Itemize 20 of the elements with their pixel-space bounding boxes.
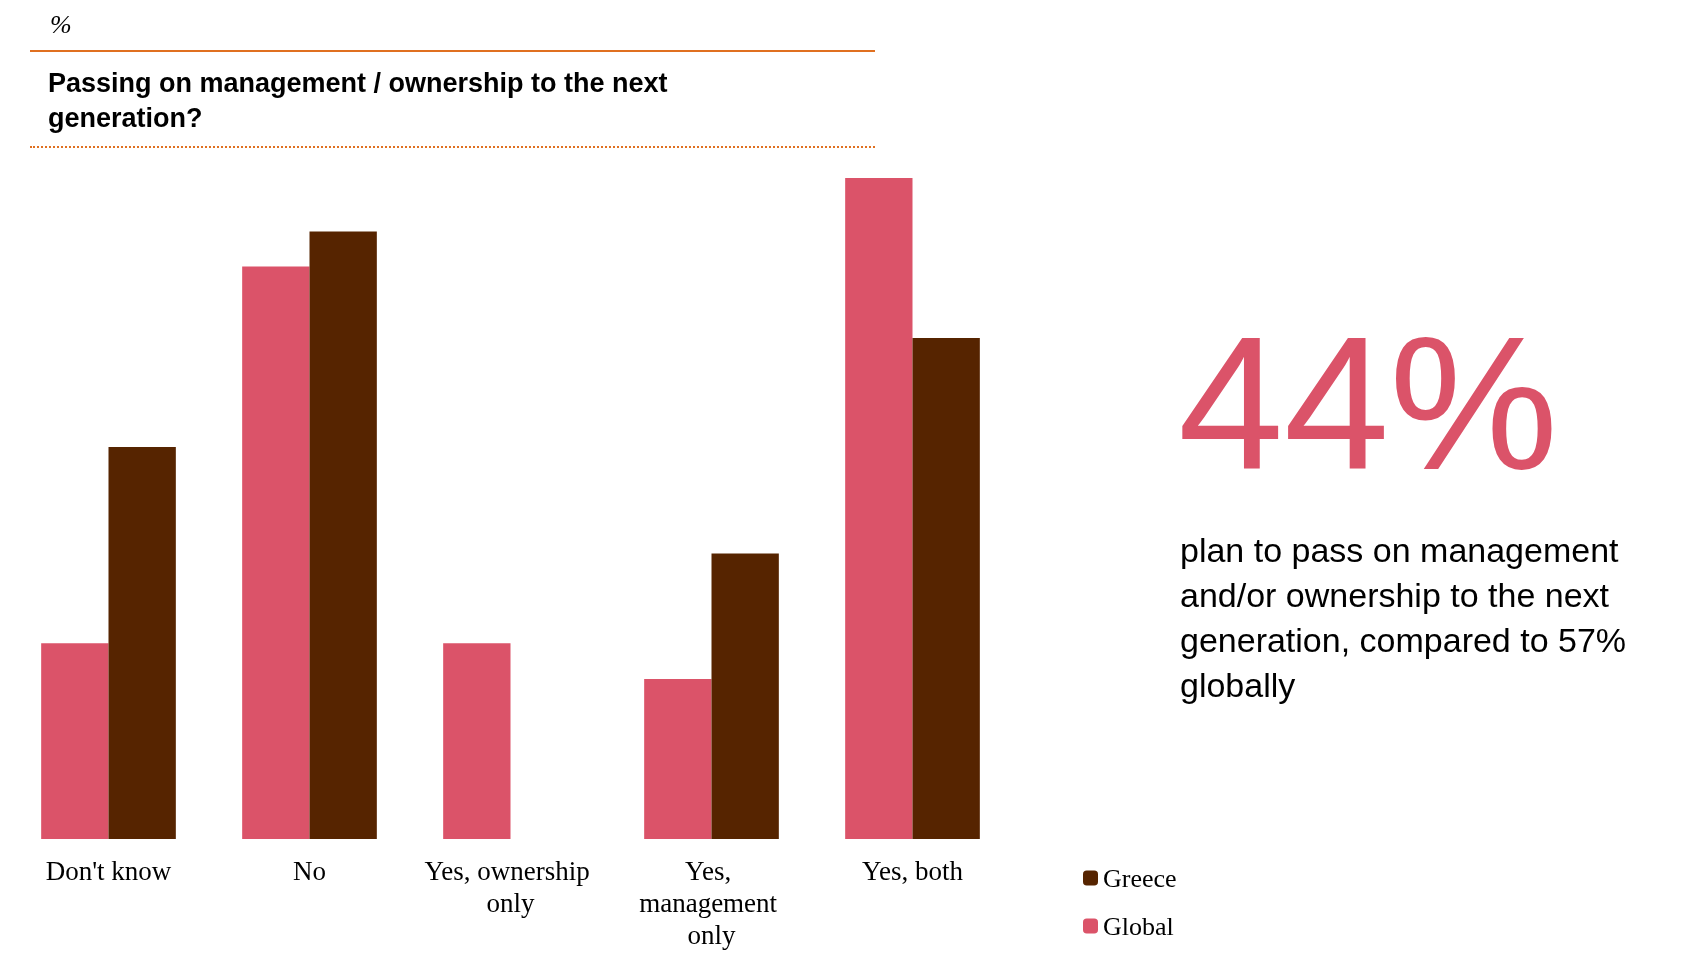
bar — [309, 231, 377, 839]
legend-label: Global — [1103, 911, 1174, 941]
bar — [108, 447, 176, 839]
chart-title: Passing on management / ownership to the next generation? — [48, 67, 669, 135]
bar — [242, 266, 310, 839]
x-tick-label: Don't know — [45, 856, 172, 886]
x-tick-label: No — [293, 856, 326, 886]
text: plan to pass on management and/or ownership to the next generation, compared to 57% globally — [1180, 530, 1628, 706]
bar — [912, 337, 980, 839]
bar — [711, 553, 779, 839]
x-tick-label: Yes, management only — [639, 856, 784, 950]
bar — [644, 679, 712, 839]
bar — [845, 178, 913, 839]
x-tick-label: Yes, both — [862, 856, 964, 886]
legend-label: Greece — [1103, 863, 1177, 893]
bar — [41, 643, 109, 839]
text: 44% — [1178, 297, 1559, 509]
bar — [443, 643, 511, 839]
x-tick-label: Yes, ownership only — [424, 856, 597, 918]
text: % — [50, 10, 72, 40]
